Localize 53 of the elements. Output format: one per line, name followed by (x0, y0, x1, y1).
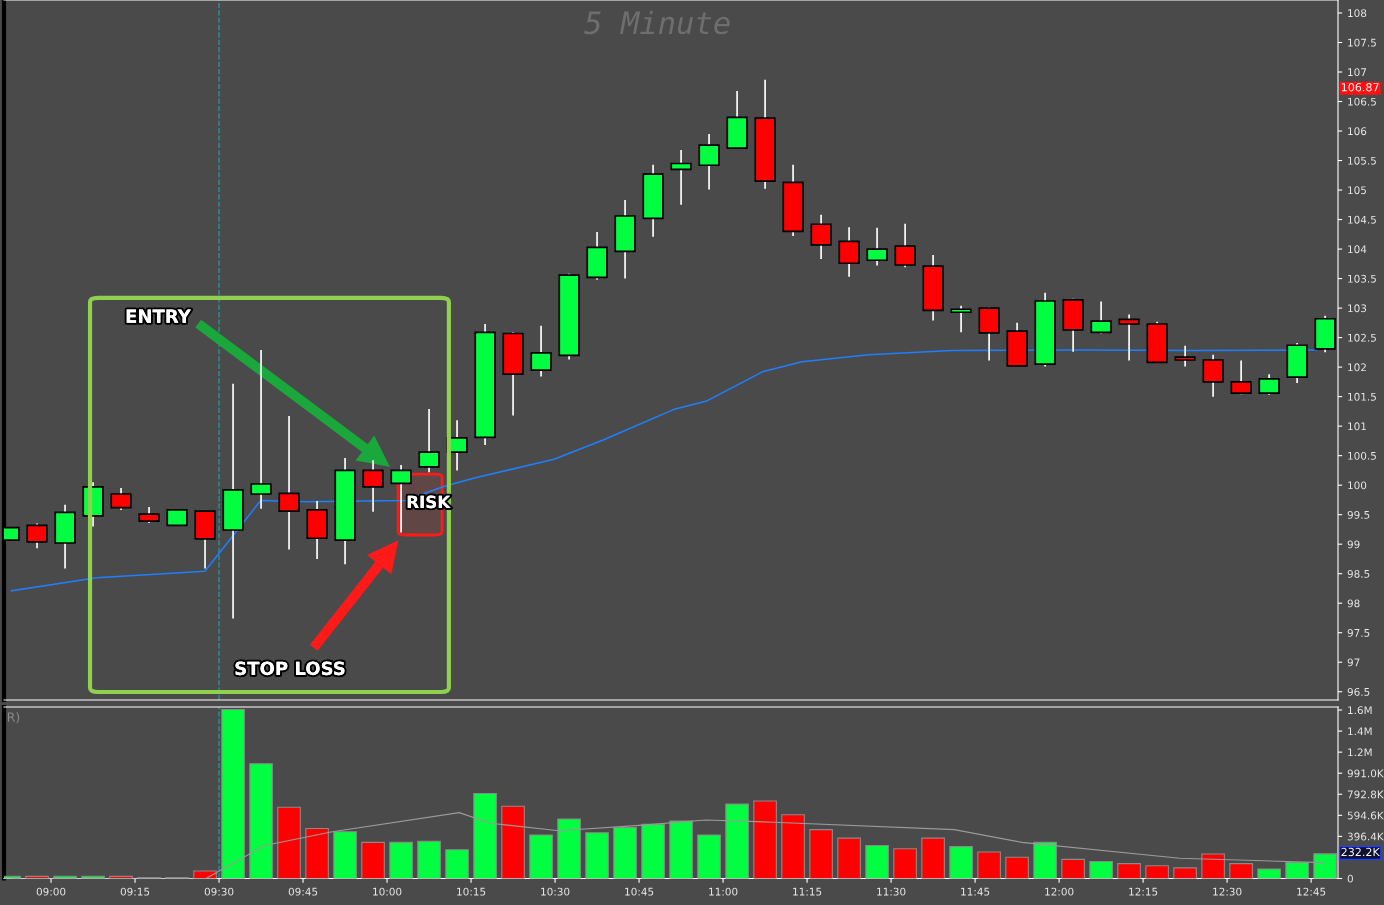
y-tick-label: 792.8K (1347, 790, 1384, 799)
y-tick-label: 396.4K (1347, 832, 1384, 841)
y-tick-label: 104.5 (1348, 215, 1376, 224)
y-tick-label: 107.5 (1348, 38, 1376, 47)
x-tick-label: 12:45 (1297, 887, 1326, 896)
x-tick-label: 10:15 (457, 887, 486, 896)
y-tick-label: 1.4M (1348, 727, 1372, 736)
y-tick-label: 96.5 (1347, 687, 1370, 696)
y-tick-label: 97 (1347, 658, 1360, 667)
y-tick-label: 1.6M (1348, 706, 1372, 715)
x-tick-label: 10:00 (373, 887, 402, 896)
x-tick-label: 12:00 (1045, 887, 1074, 896)
y-tick-label: 102.5 (1348, 333, 1376, 342)
y-tick-label: 100.5 (1348, 451, 1376, 460)
y-tick-label: 594.6K (1347, 811, 1384, 820)
y-tick-label: 98 (1347, 599, 1360, 608)
x-tick-label: 09:45 (288, 887, 318, 896)
y-tick-label: 106.5 (1348, 97, 1376, 106)
y-tick-label: 106 (1348, 127, 1367, 136)
y-tick-label: 991.0K (1347, 769, 1384, 778)
y-tick-label: 103.5 (1348, 274, 1376, 283)
x-tick-label: 12:30 (1213, 887, 1242, 896)
annotation: ENTRY (126, 309, 191, 323)
x-tick-label: 12:15 (1129, 887, 1158, 896)
x-tick-label: 10:45 (625, 887, 654, 896)
x-tick-label: 10:30 (541, 887, 570, 896)
y-tick-label: 105.5 (1348, 156, 1376, 165)
y-tick-label: 101 (1348, 422, 1366, 431)
y-tick-label: 105 (1348, 186, 1366, 195)
y-tick-label: 0 (1347, 874, 1353, 883)
y-tick-label: 108 (1348, 9, 1367, 18)
x-tick-label: 11:45 (961, 887, 990, 896)
annotation: STOP LOSS (235, 661, 345, 676)
y-tick-label: 103 (1348, 304, 1367, 313)
y-tick-label: 104 (1348, 245, 1367, 254)
text: 106.87 (1341, 83, 1379, 92)
annotation: R) (7, 712, 20, 724)
x-tick-label: 11:30 (877, 887, 906, 896)
x-tick-label: 11:15 (793, 887, 822, 896)
y-tick-label: 101.5 (1348, 392, 1376, 401)
x-tick-label: 11:00 (709, 887, 738, 896)
x-tick-label: 09:15 (120, 887, 150, 896)
y-tick-label: 99.5 (1347, 510, 1370, 519)
text: 232.2K (1341, 847, 1380, 857)
y-tick-label: 100 (1348, 481, 1367, 490)
y-tick-label: 102 (1348, 363, 1366, 372)
y-tick-label: 107 (1348, 68, 1367, 77)
x-tick-label: 09:00 (36, 887, 66, 896)
x-tick-label: 09:30 (204, 887, 234, 896)
y-tick-label: 98.5 (1347, 569, 1370, 578)
y-tick-label: 1.2M (1348, 748, 1372, 757)
y-tick-label: 97.5 (1347, 628, 1370, 637)
y-tick-label: 99 (1347, 540, 1360, 549)
